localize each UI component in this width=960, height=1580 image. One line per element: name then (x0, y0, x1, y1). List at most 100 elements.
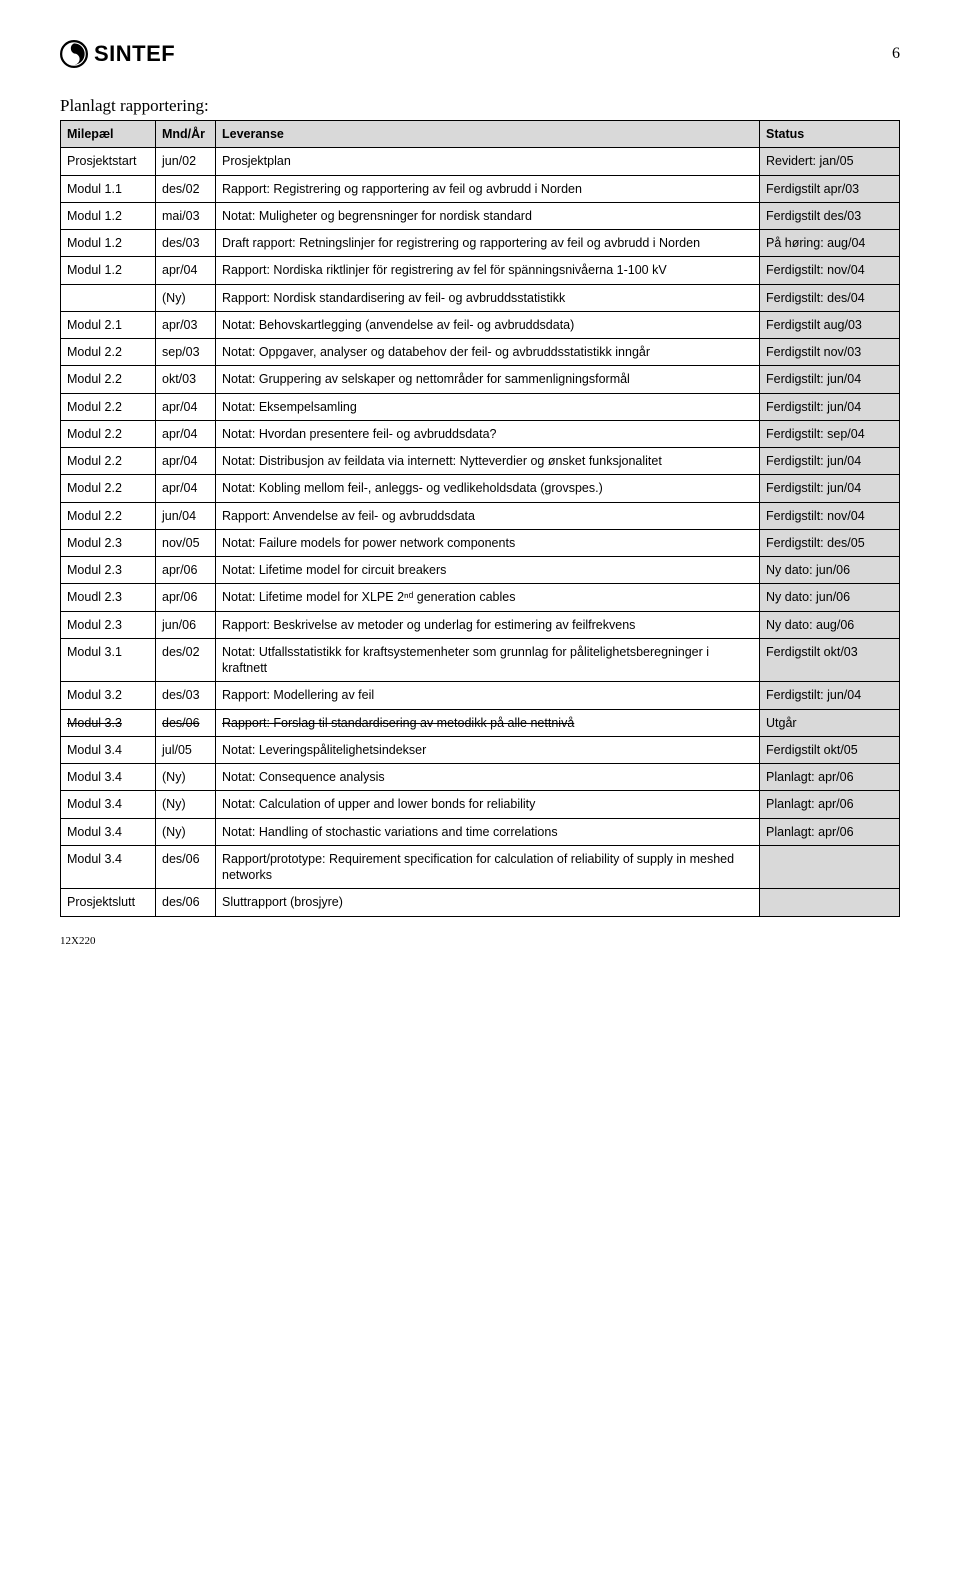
cell-mndar: des/02 (156, 638, 216, 682)
cell-leveranse: Rapport/prototype: Requirement specifica… (216, 845, 760, 889)
cell-status: Ny dato: jun/06 (760, 584, 900, 611)
cell-status: Ferdigstilt apr/03 (760, 175, 900, 202)
cell-leveranse: Notat: Lifetime model for circuit breake… (216, 557, 760, 584)
cell-milepael: Modul 2.2 (61, 420, 156, 447)
cell-milepael: Prosjektstart (61, 148, 156, 175)
cell-mndar: apr/04 (156, 257, 216, 284)
cell-mndar: jun/02 (156, 148, 216, 175)
cell-status: Ferdigstilt: jun/04 (760, 448, 900, 475)
cell-status: Ferdigstilt: jun/04 (760, 393, 900, 420)
table-row: Modul 1.2des/03Draft rapport: Retningsli… (61, 230, 900, 257)
cell-status: Ferdigstilt des/03 (760, 202, 900, 229)
table-row: Prosjektsluttdes/06Sluttrapport (brosjyr… (61, 889, 900, 916)
cell-leveranse: Notat: Handling of stochastic variations… (216, 818, 760, 845)
table-row: Prosjektstartjun/02ProsjektplanRevidert:… (61, 148, 900, 175)
cell-mndar: des/06 (156, 889, 216, 916)
cell-status: Ferdigstilt okt/03 (760, 638, 900, 682)
cell-mndar: apr/03 (156, 311, 216, 338)
cell-leveranse: Notat: Failure models for power network … (216, 529, 760, 556)
table-row: Modul 2.2sep/03Notat: Oppgaver, analyser… (61, 339, 900, 366)
cell-mndar: des/06 (156, 709, 216, 736)
cell-status: Ferdigstilt: sep/04 (760, 420, 900, 447)
cell-mndar: (Ny) (156, 764, 216, 791)
table-row: Modul 2.2apr/04Notat: Kobling mellom fei… (61, 475, 900, 502)
cell-milepael: Modul 2.2 (61, 475, 156, 502)
table-row: Modul 3.3des/06Rapport: Forslag til stan… (61, 709, 900, 736)
col-header-milepael: Milepæl (61, 121, 156, 148)
cell-mndar: jun/04 (156, 502, 216, 529)
cell-leveranse: Notat: Hvordan presentere feil- og avbru… (216, 420, 760, 447)
cell-status: Utgår (760, 709, 900, 736)
cell-leveranse: Sluttrapport (brosjyre) (216, 889, 760, 916)
table-header-row: Milepæl Mnd/År Leveranse Status (61, 121, 900, 148)
cell-milepael: Moudl 2.3 (61, 584, 156, 611)
cell-milepael: Modul 2.2 (61, 502, 156, 529)
cell-milepael: Modul 3.4 (61, 764, 156, 791)
cell-milepael: Prosjektslutt (61, 889, 156, 916)
table-row: Modul 3.1des/02Notat: Utfallsstatistikk … (61, 638, 900, 682)
cell-leveranse: Notat: Kobling mellom feil-, anleggs- og… (216, 475, 760, 502)
cell-mndar: apr/04 (156, 475, 216, 502)
table-row: Modul 1.1des/02Rapport: Registrering og … (61, 175, 900, 202)
cell-status: Planlagt: apr/06 (760, 818, 900, 845)
cell-status: Ferdigstilt nov/03 (760, 339, 900, 366)
cell-milepael: Modul 3.4 (61, 736, 156, 763)
sintef-logo-icon (60, 40, 88, 68)
cell-milepael: Modul 2.3 (61, 557, 156, 584)
cell-status: På høring: aug/04 (760, 230, 900, 257)
cell-leveranse: Notat: Oppgaver, analyser og databehov d… (216, 339, 760, 366)
table-row: Modul 3.4(Ny)Notat: Consequence analysis… (61, 764, 900, 791)
page-number: 6 (892, 45, 900, 63)
col-header-leveranse: Leveranse (216, 121, 760, 148)
cell-leveranse: Rapport: Anvendelse av feil- og avbrudds… (216, 502, 760, 529)
reporting-table: Milepæl Mnd/År Leveranse Status Prosjekt… (60, 120, 900, 917)
cell-status: Ferdigstilt: des/05 (760, 529, 900, 556)
table-row: Modul 1.2mai/03Notat: Muligheter og begr… (61, 202, 900, 229)
table-row: Modul 3.2des/03Rapport: Modellering av f… (61, 682, 900, 709)
cell-status: Ny dato: aug/06 (760, 611, 900, 638)
section-title: Planlagt rapportering: (60, 96, 900, 116)
table-row: Modul 2.2apr/04Notat: EksempelsamlingFer… (61, 393, 900, 420)
table-row: Modul 2.2jun/04Rapport: Anvendelse av fe… (61, 502, 900, 529)
table-body: Prosjektstartjun/02ProsjektplanRevidert:… (61, 148, 900, 916)
cell-mndar: (Ny) (156, 284, 216, 311)
table-row: Moudl 2.3apr/06Notat: Lifetime model for… (61, 584, 900, 611)
cell-milepael: Modul 2.2 (61, 393, 156, 420)
cell-status: Ferdigstilt: jun/04 (760, 366, 900, 393)
cell-mndar: apr/06 (156, 584, 216, 611)
cell-milepael: Modul 3.4 (61, 791, 156, 818)
cell-mndar: des/03 (156, 682, 216, 709)
cell-leveranse: Notat: Consequence analysis (216, 764, 760, 791)
table-row: Modul 3.4(Ny)Notat: Calculation of upper… (61, 791, 900, 818)
cell-mndar: (Ny) (156, 818, 216, 845)
cell-mndar: (Ny) (156, 791, 216, 818)
cell-milepael: Modul 3.3 (61, 709, 156, 736)
cell-leveranse: Notat: Eksempelsamling (216, 393, 760, 420)
footer: 12X220 (60, 935, 95, 947)
cell-mndar: apr/04 (156, 448, 216, 475)
cell-status: Ferdigstilt: nov/04 (760, 257, 900, 284)
cell-status: Ferdigstilt aug/03 (760, 311, 900, 338)
cell-status (760, 845, 900, 889)
cell-leveranse: Notat: Behovskartlegging (anvendelse av … (216, 311, 760, 338)
cell-status: Planlagt: apr/06 (760, 764, 900, 791)
logo-text: SINTEF (94, 41, 175, 67)
cell-milepael: Modul 1.1 (61, 175, 156, 202)
cell-milepael: Modul 2.2 (61, 366, 156, 393)
col-header-status: Status (760, 121, 900, 148)
cell-status: Ferdigstilt okt/05 (760, 736, 900, 763)
table-row: Modul 3.4des/06Rapport/prototype: Requir… (61, 845, 900, 889)
logo-block: SINTEF (60, 40, 175, 68)
cell-leveranse: Draft rapport: Retningslinjer for regist… (216, 230, 760, 257)
cell-leveranse: Notat: Muligheter og begrensninger for n… (216, 202, 760, 229)
table-row: (Ny)Rapport: Nordisk standardisering av … (61, 284, 900, 311)
cell-leveranse: Notat: Lifetime model for XLPE 2ⁿᵈ gener… (216, 584, 760, 611)
cell-leveranse: Rapport: Nordisk standardisering av feil… (216, 284, 760, 311)
table-row: Modul 2.2apr/04Notat: Distribusjon av fe… (61, 448, 900, 475)
cell-status: Ferdigstilt: des/04 (760, 284, 900, 311)
cell-mndar: sep/03 (156, 339, 216, 366)
cell-milepael: Modul 2.3 (61, 529, 156, 556)
cell-leveranse: Rapport: Beskrivelse av metoder og under… (216, 611, 760, 638)
cell-mndar: jun/06 (156, 611, 216, 638)
page-header: SINTEF 6 (60, 40, 900, 68)
